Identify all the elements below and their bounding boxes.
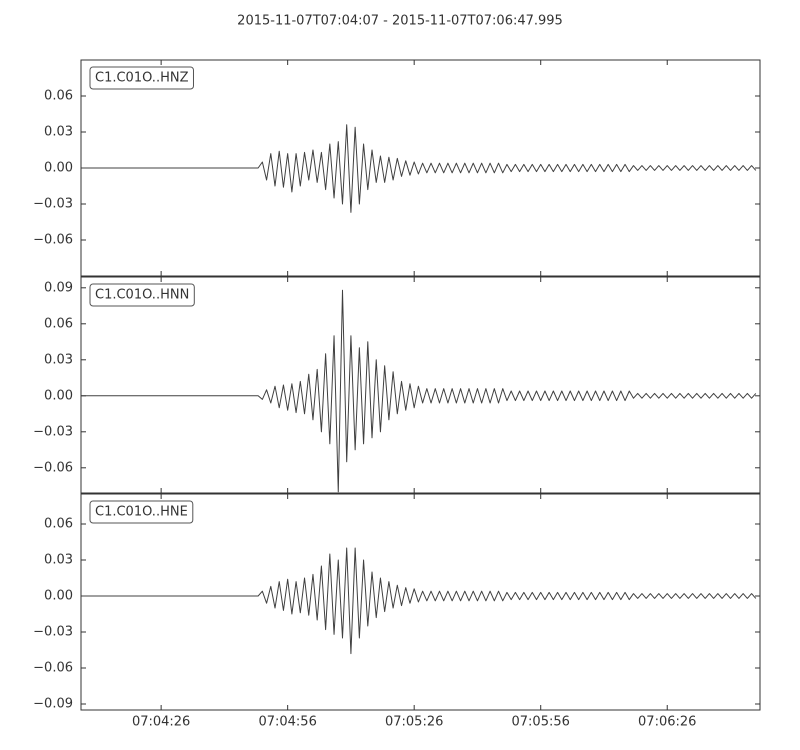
x-tick-label: 07:05:26 — [385, 715, 443, 730]
y-tick-label: −0.06 — [33, 460, 73, 475]
trace — [81, 547, 757, 655]
y-tick-label: −0.03 — [33, 197, 73, 212]
y-tick-label: 0.03 — [44, 553, 73, 568]
legend-box — [89, 283, 195, 307]
y-tick-label: 0.00 — [44, 589, 73, 604]
y-tick-label: −0.06 — [33, 661, 73, 676]
panel-frame — [80, 493, 761, 711]
y-tick-label: −0.03 — [33, 424, 73, 439]
y-tick-label: 0.00 — [44, 388, 73, 403]
chart-title: 2015-11-07T07:04:07 - 2015-11-07T07:06:4… — [237, 14, 563, 29]
x-tick-label: 07:06:26 — [638, 715, 696, 730]
y-tick-label: −0.09 — [33, 697, 73, 712]
y-tick-label: −0.06 — [33, 233, 73, 248]
legend-label: C1.C01O..HNN — [95, 288, 189, 303]
y-tick-label: 0.06 — [44, 316, 73, 331]
y-tick-label: −0.03 — [33, 625, 73, 640]
y-tick-label: 0.06 — [44, 89, 73, 104]
legend-label: C1.C01O..HNZ — [95, 71, 189, 86]
x-tick-label: 07:04:26 — [132, 715, 190, 730]
trace — [81, 289, 757, 493]
trace — [81, 124, 757, 213]
y-tick-label: 0.03 — [44, 352, 73, 367]
legend-box — [89, 500, 194, 524]
y-tick-label: 0.03 — [44, 125, 73, 140]
legend-label: C1.C01O..HNE — [95, 505, 188, 520]
y-tick-label: 0.06 — [44, 517, 73, 532]
panel-frame — [80, 59, 761, 277]
x-tick-label: 07:04:56 — [258, 715, 316, 730]
y-tick-label: 0.09 — [44, 280, 73, 295]
y-tick-label: 0.00 — [44, 161, 73, 176]
x-tick-label: 07:05:56 — [512, 715, 570, 730]
legend-box — [89, 66, 194, 90]
panel-frame — [80, 276, 761, 494]
